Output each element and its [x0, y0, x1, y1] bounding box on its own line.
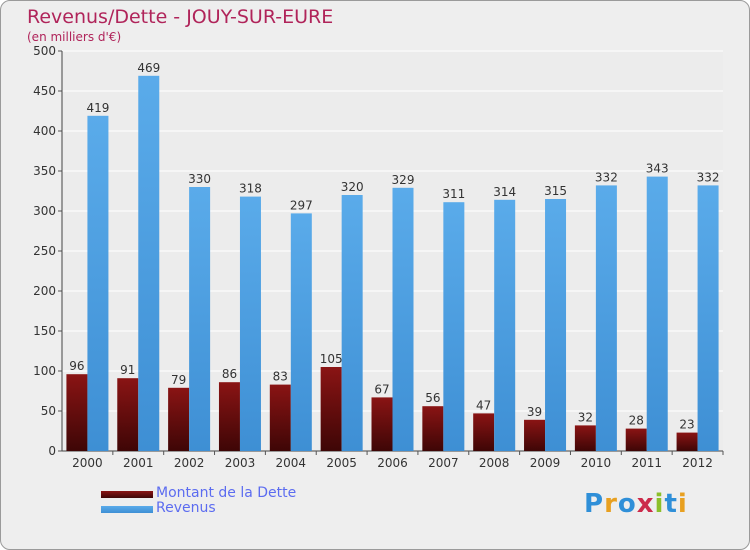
data-label-revenus: 332 — [595, 170, 618, 184]
y-tick-label: 300 — [33, 204, 56, 218]
data-label-dette: 56 — [425, 391, 440, 405]
bar-revenus — [290, 213, 312, 451]
data-label-revenus: 343 — [646, 162, 669, 176]
x-tick-label: 2009 — [530, 456, 561, 470]
bar-dette — [473, 413, 495, 451]
x-tick-label: 2004 — [276, 456, 307, 470]
bar-dette — [625, 428, 647, 451]
bar-revenus — [545, 199, 567, 451]
y-tick-label: 150 — [33, 324, 56, 338]
bar-dette — [422, 406, 444, 451]
x-tick-label: 2001 — [123, 456, 154, 470]
bar-revenus — [239, 196, 261, 451]
bar-dette — [269, 384, 291, 451]
data-label-revenus: 318 — [239, 182, 262, 196]
bar-revenus — [646, 176, 668, 451]
legend-label-dette: Montant de la Dette — [156, 485, 297, 501]
bar-revenus — [189, 187, 211, 451]
data-label-dette: 83 — [273, 370, 288, 384]
bar-dette — [320, 367, 342, 451]
bar-revenus — [392, 187, 414, 452]
x-tick-label: 2012 — [682, 456, 713, 470]
data-label-revenus: 320 — [341, 180, 364, 194]
logo-letter: i — [677, 489, 688, 519]
bar-revenus — [494, 199, 516, 451]
data-label-dette: 79 — [171, 373, 186, 387]
x-tick-label: 2003 — [225, 456, 256, 470]
legend-swatch-revenus — [101, 506, 153, 513]
bar-revenus — [697, 185, 719, 451]
data-label-dette: 39 — [527, 405, 542, 419]
y-tick-label: 250 — [33, 244, 56, 258]
data-label-dette: 28 — [629, 414, 644, 428]
x-tick-label: 2011 — [631, 456, 662, 470]
chart-title: Revenus/Dette - JOUY-SUR-EURE — [27, 6, 334, 28]
bar-revenus — [138, 75, 160, 452]
logo-letter: i — [654, 489, 665, 519]
data-label-revenus: 332 — [697, 170, 720, 184]
y-tick-label: 450 — [33, 84, 56, 98]
data-label-dette: 23 — [679, 418, 694, 432]
data-label-dette: 47 — [476, 398, 491, 412]
y-tick-label: 200 — [33, 284, 56, 298]
bar-dette — [676, 432, 698, 451]
legend-swatch-dette — [101, 491, 153, 498]
x-tick-label: 2010 — [581, 456, 612, 470]
data-label-revenus: 315 — [544, 184, 567, 198]
x-tick-label: 2002 — [174, 456, 205, 470]
logo-letter: t — [664, 489, 678, 519]
logo-letter: P — [584, 489, 605, 519]
x-tick-label: 2005 — [326, 456, 357, 470]
data-label-revenus: 330 — [188, 172, 211, 186]
data-label-dette: 32 — [578, 410, 593, 424]
bar-revenus — [443, 202, 465, 451]
data-label-revenus: 329 — [392, 173, 415, 187]
x-tick-label: 2008 — [479, 456, 510, 470]
proxiti-logo: Proxiti — [584, 489, 688, 519]
data-label-revenus: 297 — [290, 198, 313, 212]
bar-dette — [371, 397, 393, 451]
data-label-revenus: 311 — [442, 187, 465, 201]
data-label-dette: 105 — [320, 352, 343, 366]
y-tick-label: 0 — [48, 444, 56, 458]
bar-revenus — [595, 185, 617, 451]
bar-dette — [574, 425, 596, 451]
y-tick-label: 100 — [33, 364, 56, 378]
bar-dette — [524, 419, 546, 451]
logo-letter: x — [636, 489, 655, 519]
data-label-revenus: 419 — [86, 101, 109, 115]
y-tick-label: 400 — [33, 124, 56, 138]
logo-letter: r — [604, 489, 618, 519]
data-label-dette: 86 — [222, 367, 237, 381]
data-label-dette: 96 — [69, 359, 84, 373]
x-tick-label: 2000 — [72, 456, 103, 470]
y-tick-label: 50 — [41, 404, 56, 418]
y-tick-label: 500 — [33, 44, 56, 58]
x-tick-label: 2006 — [377, 456, 408, 470]
bar-revenus — [341, 195, 363, 451]
y-tick-label: 350 — [33, 164, 56, 178]
x-tick-label: 2007 — [428, 456, 459, 470]
data-label-dette: 91 — [120, 363, 135, 377]
logo-letter: o — [617, 489, 637, 519]
bar-dette — [117, 378, 139, 451]
bar-dette — [66, 374, 88, 451]
bar-dette — [168, 387, 190, 451]
data-label-revenus: 469 — [137, 61, 160, 75]
data-label-dette: 67 — [374, 382, 389, 396]
data-label-revenus: 314 — [493, 185, 516, 199]
chart-subtitle: (en milliers d'€) — [27, 30, 122, 44]
legend-label-revenus: Revenus — [156, 500, 216, 516]
bar-dette — [218, 382, 240, 451]
bar-revenus — [87, 115, 109, 452]
